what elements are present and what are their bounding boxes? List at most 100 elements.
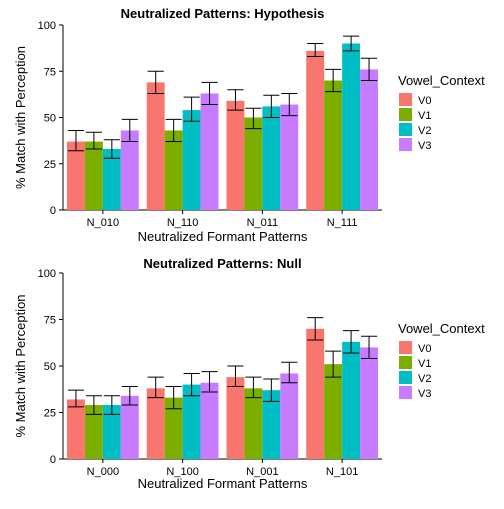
chart-title: Neutralized Patterns: Hypothesis — [121, 6, 325, 21]
bar — [226, 100, 245, 210]
legend-title: Vowel_Context — [398, 321, 485, 336]
error-bar — [360, 335, 378, 360]
legend-label: V0 — [418, 343, 431, 355]
legend-label: V0 — [418, 95, 431, 107]
legend-swatch — [399, 371, 412, 384]
error-bar — [67, 389, 85, 408]
error-bar — [325, 350, 342, 378]
y-tick-label: 0 — [50, 454, 56, 466]
error-bar — [121, 118, 138, 143]
legend-swatch — [399, 386, 412, 399]
error-bar — [343, 35, 360, 52]
bar — [120, 395, 139, 459]
legend: Vowel_Context V0 V1 V2 V3 — [398, 73, 485, 152]
bar — [280, 373, 299, 459]
bar — [164, 130, 183, 210]
legend-label: V1 — [418, 110, 431, 122]
bar — [102, 148, 121, 210]
error-bar — [201, 371, 218, 393]
y-tick-label: 75 — [44, 315, 56, 327]
error-bar — [103, 139, 120, 159]
legend-swatch — [399, 138, 412, 151]
bar — [102, 405, 121, 459]
bar — [360, 347, 379, 459]
y-tick-label: 0 — [50, 205, 56, 217]
bar — [262, 106, 281, 210]
error-bar — [85, 395, 102, 415]
error-bar — [147, 70, 164, 94]
bar — [84, 405, 103, 459]
bar — [342, 43, 361, 210]
error-bar — [245, 376, 262, 399]
bar — [306, 328, 325, 459]
y-axis-title: % Match with Perception — [13, 294, 28, 437]
bar — [200, 382, 219, 459]
legend-swatch — [399, 356, 412, 369]
y-tick-label: 25 — [44, 408, 56, 420]
legend-swatch — [399, 341, 412, 354]
legend-title: Vowel_Context — [398, 73, 485, 88]
error-bar — [103, 395, 120, 415]
chart-title: Neutralized Patterns: Null — [143, 256, 301, 271]
bar — [200, 93, 219, 210]
x-tick-label: N_011 — [247, 217, 279, 229]
legend-label: V2 — [418, 373, 431, 385]
bar — [164, 397, 183, 459]
x-tick-label: N_110 — [167, 217, 199, 229]
bar — [66, 141, 85, 210]
error-bar — [227, 89, 244, 111]
bar — [182, 384, 201, 459]
bar — [360, 69, 379, 211]
y-tick-label: 50 — [44, 113, 56, 125]
error-bar — [325, 68, 342, 93]
y-tick-label: 50 — [44, 361, 56, 373]
bar — [146, 82, 165, 210]
bar — [226, 377, 245, 459]
bar — [342, 341, 361, 459]
error-bar — [67, 129, 85, 152]
error-bar — [360, 57, 378, 81]
legend-swatch — [399, 123, 412, 136]
legend-label: V1 — [418, 358, 431, 370]
error-bar — [121, 385, 138, 406]
x-axis-title: Neutralized Formant Patterns — [138, 229, 308, 244]
x-tick-label: N_101 — [326, 466, 358, 478]
legend-swatch — [399, 93, 412, 106]
x-tick-label: N_001 — [246, 466, 278, 478]
error-bar — [183, 372, 200, 397]
x-tick-label: N_100 — [166, 466, 198, 478]
bar — [244, 388, 263, 459]
chart-panel-2: Neutralized Patterns: Null 0 25 50 75 100 N_00… — [13, 256, 485, 491]
y-tick-label: 75 — [44, 66, 56, 78]
bar — [66, 399, 85, 459]
y-tick-label: 25 — [44, 159, 56, 171]
bar — [324, 80, 343, 210]
error-bar — [245, 107, 262, 130]
bar — [244, 117, 263, 210]
x-tick-label: N_000 — [87, 466, 119, 478]
bar — [120, 130, 139, 210]
bar — [146, 388, 165, 459]
error-bar — [307, 43, 324, 57]
bar — [84, 141, 103, 210]
error-bar — [165, 118, 182, 143]
error-bar — [307, 317, 324, 341]
x-tick-label: N_010 — [87, 217, 119, 229]
error-bar — [263, 378, 280, 402]
error-bar — [343, 330, 360, 354]
bar — [182, 110, 201, 210]
x-tick-label: N_111 — [327, 217, 358, 229]
bar — [324, 364, 343, 459]
legend-label: V3 — [418, 140, 431, 152]
y-tick-label: 100 — [38, 268, 56, 280]
error-bar — [201, 81, 218, 106]
error-bar — [165, 385, 182, 410]
error-bar — [227, 365, 244, 387]
error-bar — [183, 96, 200, 122]
error-bar — [85, 131, 102, 150]
legend-label: V2 — [418, 125, 431, 137]
legend-label: V3 — [418, 388, 431, 400]
chart-panel-1: Neutralized Patterns: Hypothesis 0 25 50 75 1… — [13, 6, 485, 244]
